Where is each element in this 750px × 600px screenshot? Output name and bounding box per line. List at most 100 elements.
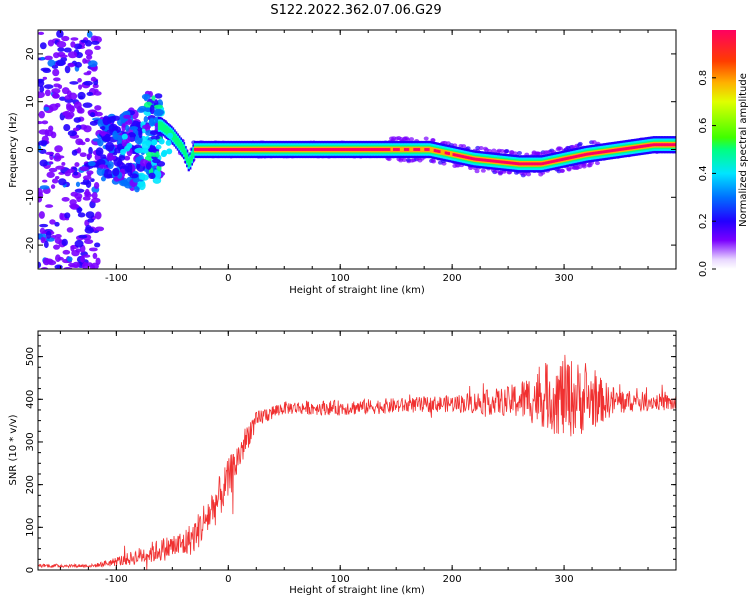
ridge-mark xyxy=(436,149,440,153)
ridge-mark xyxy=(452,153,455,157)
ridge-mark xyxy=(458,154,461,158)
ridge-mark xyxy=(634,145,637,149)
ridge-mark xyxy=(604,150,607,154)
ridge-mark xyxy=(659,143,662,147)
ridge-mark xyxy=(635,145,639,149)
ridge-mark xyxy=(444,151,447,155)
noise-mark xyxy=(57,256,64,261)
noise-mark xyxy=(52,68,60,77)
ridge-mark xyxy=(439,149,443,155)
ridge-mark xyxy=(222,148,225,151)
noise-mark xyxy=(94,105,102,111)
ridge-mark xyxy=(457,154,460,158)
noise-mark xyxy=(89,264,96,269)
noise-mark xyxy=(53,244,60,250)
noise-mark xyxy=(76,105,83,114)
ridge-mark xyxy=(508,161,512,165)
snr-marks xyxy=(38,354,676,570)
ridge-mark xyxy=(471,157,474,161)
ridge-mark xyxy=(165,139,172,146)
ridge-mark xyxy=(392,148,396,151)
ridge-mark xyxy=(612,149,615,152)
ridge-mark xyxy=(548,160,551,164)
noise-mark xyxy=(40,67,51,72)
noise-mark xyxy=(66,256,73,262)
ridge-mark xyxy=(490,159,493,163)
ridge-mark xyxy=(157,121,161,130)
ridge-mark xyxy=(671,143,675,147)
ridge-mark xyxy=(275,148,278,151)
ridge-mark xyxy=(229,148,233,151)
ridge-mark xyxy=(607,149,610,153)
y-tick-label: 100 xyxy=(25,518,36,537)
spectrogram-x-label: Height of straight line (km) xyxy=(289,285,425,296)
noise-mark xyxy=(75,248,82,253)
ridge-mark xyxy=(599,150,602,154)
noise-mark xyxy=(80,39,87,43)
ridge-mark xyxy=(270,148,273,151)
noise-mark xyxy=(134,186,140,193)
noise-mark xyxy=(63,47,72,53)
noise-mark xyxy=(38,261,42,269)
noise-mark xyxy=(105,141,115,152)
ridge-mark xyxy=(585,152,588,156)
noise-mark xyxy=(39,42,47,50)
ridge-mark xyxy=(286,148,289,151)
x-tick-label: 100 xyxy=(331,273,350,284)
noise-mark xyxy=(77,78,82,83)
ridge-mark xyxy=(383,148,386,151)
noise-mark xyxy=(69,105,75,113)
ridge-mark xyxy=(344,148,347,151)
x-tick-label: 200 xyxy=(443,273,462,284)
ridge-mark xyxy=(272,148,275,151)
noise-mark xyxy=(74,61,82,68)
noise-mark xyxy=(38,78,45,82)
ridge-mark xyxy=(245,148,248,151)
noise-mark xyxy=(87,218,95,223)
ridge-mark xyxy=(264,148,267,151)
noise-mark xyxy=(80,255,85,263)
ridge-mark xyxy=(629,146,632,150)
noise-mark xyxy=(90,76,97,82)
ridge-mark xyxy=(239,148,242,151)
ridge-mark xyxy=(488,159,491,163)
noise-mark xyxy=(40,56,45,61)
colorbar-tick-label: 0.0 xyxy=(698,261,709,277)
snr-axis-ticks: -100 0 100 200 300 0 100 200 300 400 500 xyxy=(25,331,677,585)
noise-mark xyxy=(54,221,60,227)
ridge-mark xyxy=(538,162,541,166)
noise-mark xyxy=(43,240,49,249)
ridge-mark xyxy=(482,158,485,162)
noise-mark xyxy=(142,124,151,130)
noise-mark xyxy=(79,166,89,172)
ridge-mark xyxy=(327,148,330,151)
ridge-mark xyxy=(491,159,494,163)
noise-mark xyxy=(54,234,62,239)
noise-mark xyxy=(146,162,152,170)
ridge-mark xyxy=(447,152,450,155)
halo-mark xyxy=(591,140,597,145)
ridge-mark xyxy=(407,148,410,151)
ridge-mark xyxy=(588,152,592,156)
ridge-mark xyxy=(217,148,220,151)
ridge-mark xyxy=(649,143,653,147)
noise-mark xyxy=(61,197,70,202)
ridge-mark xyxy=(389,146,393,153)
ridge-mark xyxy=(179,141,183,151)
ridge-mark xyxy=(167,132,174,139)
noise-mark xyxy=(72,261,80,269)
ridge-mark xyxy=(646,144,649,147)
ridge-mark xyxy=(242,148,245,151)
ridge-mark xyxy=(424,148,427,151)
ridge-mark xyxy=(218,148,222,151)
ridge-mark xyxy=(428,146,432,153)
noise-mark xyxy=(147,147,157,153)
noise-mark xyxy=(74,162,80,167)
ridge-mark xyxy=(443,149,446,156)
ridge-mark xyxy=(486,159,490,162)
colorbar-label: Normalized spectral amplitude xyxy=(738,73,749,227)
ridge-mark xyxy=(469,156,472,160)
